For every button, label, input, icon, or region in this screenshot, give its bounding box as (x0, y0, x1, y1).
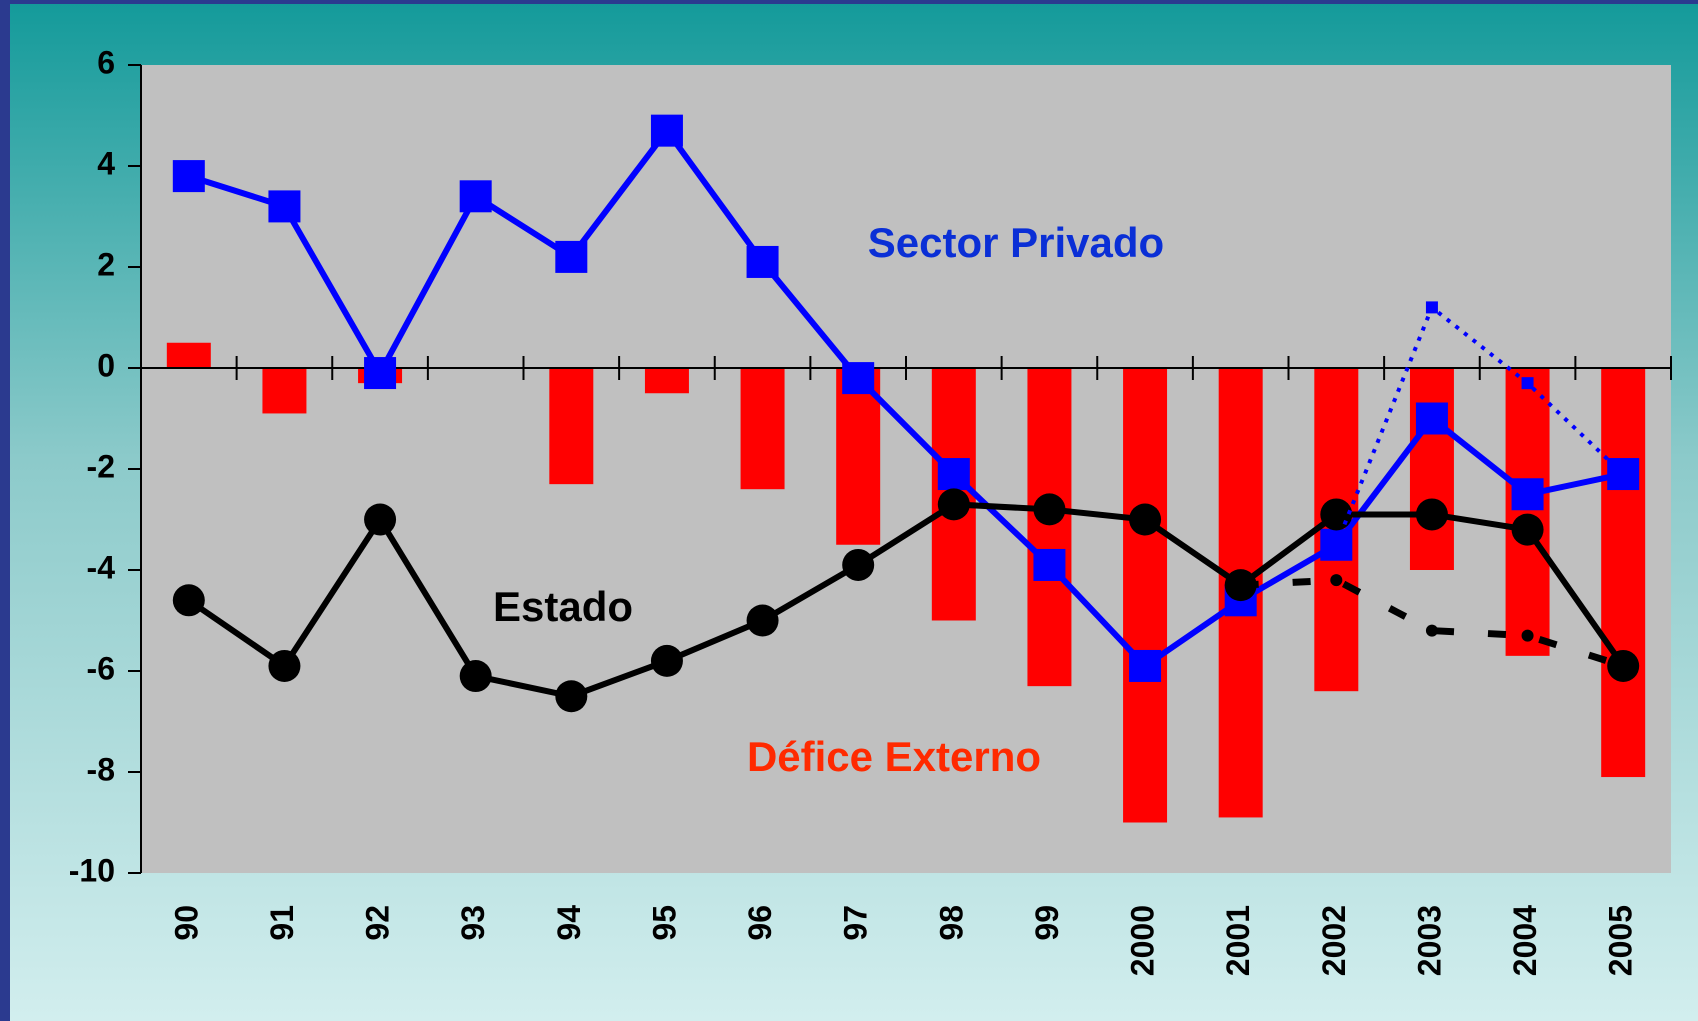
bar (644, 368, 689, 394)
bar (549, 368, 594, 485)
marker (1330, 538, 1343, 551)
series-label: Estado (493, 583, 633, 630)
marker (268, 649, 301, 682)
marker (1129, 503, 1162, 536)
marker (1617, 659, 1630, 672)
marker (937, 458, 970, 491)
bar (1601, 368, 1646, 778)
x-tick-label: 95 (646, 905, 682, 941)
x-tick-label: 90 (168, 905, 204, 941)
marker (650, 114, 683, 147)
x-tick-label: 2000 (1125, 905, 1161, 976)
marker (1415, 402, 1448, 435)
bar (166, 342, 211, 368)
x-tick-label: 94 (551, 905, 587, 941)
marker (1425, 301, 1438, 314)
x-tick-label: 98 (933, 905, 969, 941)
y-tick-label: -4 (87, 549, 116, 585)
marker (172, 584, 205, 617)
frame-left (0, 0, 10, 1021)
y-tick-label: 6 (97, 44, 115, 80)
marker (937, 488, 970, 521)
marker (1617, 468, 1630, 481)
x-tick-label: 2003 (1411, 905, 1447, 976)
series-line (1334, 304, 1625, 546)
x-tick-label: 91 (264, 905, 300, 941)
x-tick-label: 2001 (1220, 905, 1256, 976)
y-tick-label: -6 (87, 650, 115, 686)
bar (1409, 368, 1454, 570)
series-line (1240, 576, 1625, 670)
x-tick-label: 2002 (1316, 905, 1352, 976)
marker (459, 180, 492, 213)
x-tick-label: 2005 (1603, 905, 1639, 976)
y-tick-label: 0 (97, 347, 115, 383)
x-tick-label: 97 (838, 905, 874, 941)
y-tick-label: -2 (87, 448, 115, 484)
marker (555, 240, 588, 273)
marker (1521, 377, 1534, 390)
marker (842, 362, 875, 395)
marker (1129, 649, 1162, 682)
marker (1033, 493, 1066, 526)
x-tick-label: 93 (455, 905, 491, 941)
marker (1511, 513, 1544, 546)
series-line (187, 501, 1626, 700)
marker (268, 190, 301, 223)
x-tick-label: 92 (360, 905, 396, 941)
y-tick-label: -10 (69, 852, 115, 888)
marker (650, 644, 683, 677)
marker (1415, 498, 1448, 531)
bar (836, 368, 881, 545)
bar (1027, 368, 1072, 687)
x-tick-label: 99 (1029, 905, 1065, 941)
x-tick-label: 96 (742, 905, 778, 941)
marker (459, 660, 492, 693)
series-line (187, 125, 1624, 670)
marker (364, 503, 397, 536)
marker (1521, 629, 1534, 642)
bar (740, 368, 785, 490)
frame-top (0, 0, 1698, 4)
marker (1330, 574, 1343, 587)
bar (262, 368, 307, 414)
marker (1425, 624, 1438, 637)
marker (842, 548, 875, 581)
marker (1320, 498, 1353, 531)
marker (1234, 579, 1247, 592)
marker (1033, 548, 1066, 581)
marker (746, 604, 779, 637)
bar (1123, 368, 1168, 823)
marker (172, 160, 205, 193)
x-tick-label: 2004 (1507, 905, 1543, 976)
y-tick-label: 4 (97, 145, 115, 181)
y-tick-label: 2 (97, 246, 115, 282)
marker (746, 245, 779, 278)
marker (364, 357, 397, 390)
bar (1505, 368, 1550, 656)
series-label: Défice Externo (747, 733, 1041, 780)
marker (1511, 478, 1544, 511)
series-label: Sector Privado (868, 219, 1164, 266)
marker (555, 680, 588, 713)
y-tick-label: -8 (87, 751, 115, 787)
